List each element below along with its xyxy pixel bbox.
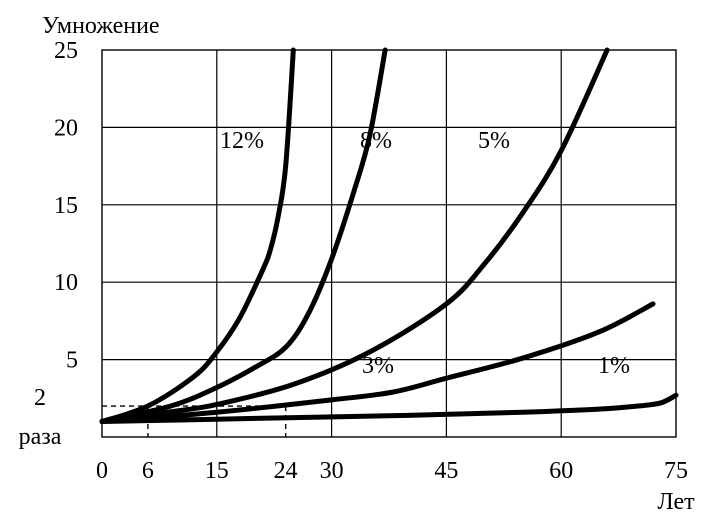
x-tick-label-0: 0	[96, 458, 108, 484]
series-label-5: 5%	[478, 128, 510, 154]
x-tick-label-5: 45	[434, 458, 458, 484]
y-axis-ticks: 5 10 15 20 25	[54, 38, 78, 374]
y-tick-label-1: 10	[54, 270, 78, 296]
y-tick-label-3: 20	[54, 115, 78, 141]
x-axis-title: Лет	[657, 489, 695, 515]
series-line-4	[99, 392, 679, 425]
plot-frame	[101, 49, 677, 438]
series-label-3: 3%	[362, 353, 394, 379]
grid	[101, 49, 677, 438]
y-tick-label-4: 25	[54, 38, 78, 64]
x-tick-label-6: 60	[549, 458, 573, 484]
series-label-1: 1%	[598, 353, 630, 379]
series-label-8: 8%	[360, 128, 392, 154]
y-annotation-number: 2	[34, 385, 46, 411]
x-tick-label-7: 75	[664, 458, 688, 484]
series-line-3	[99, 301, 656, 425]
y-axis-title: Умножение	[42, 13, 160, 39]
series-line-2	[99, 47, 610, 425]
series-label-12: 12%	[220, 128, 264, 154]
series-lines	[99, 47, 679, 425]
x-axis-ticks: 0 6 15 24 30 45 60 75	[96, 458, 688, 484]
y-tick-label-2: 15	[54, 193, 78, 219]
y-annotation-word: раза	[19, 424, 62, 450]
x-tick-label-1: 6	[142, 458, 154, 484]
y-tick-label-0: 5	[66, 348, 78, 374]
x-tick-label-3: 24	[274, 458, 298, 484]
series-line-0	[99, 47, 296, 425]
series-line-1	[99, 47, 388, 425]
x-tick-label-4: 30	[320, 458, 344, 484]
x-tick-label-2: 15	[205, 458, 229, 484]
